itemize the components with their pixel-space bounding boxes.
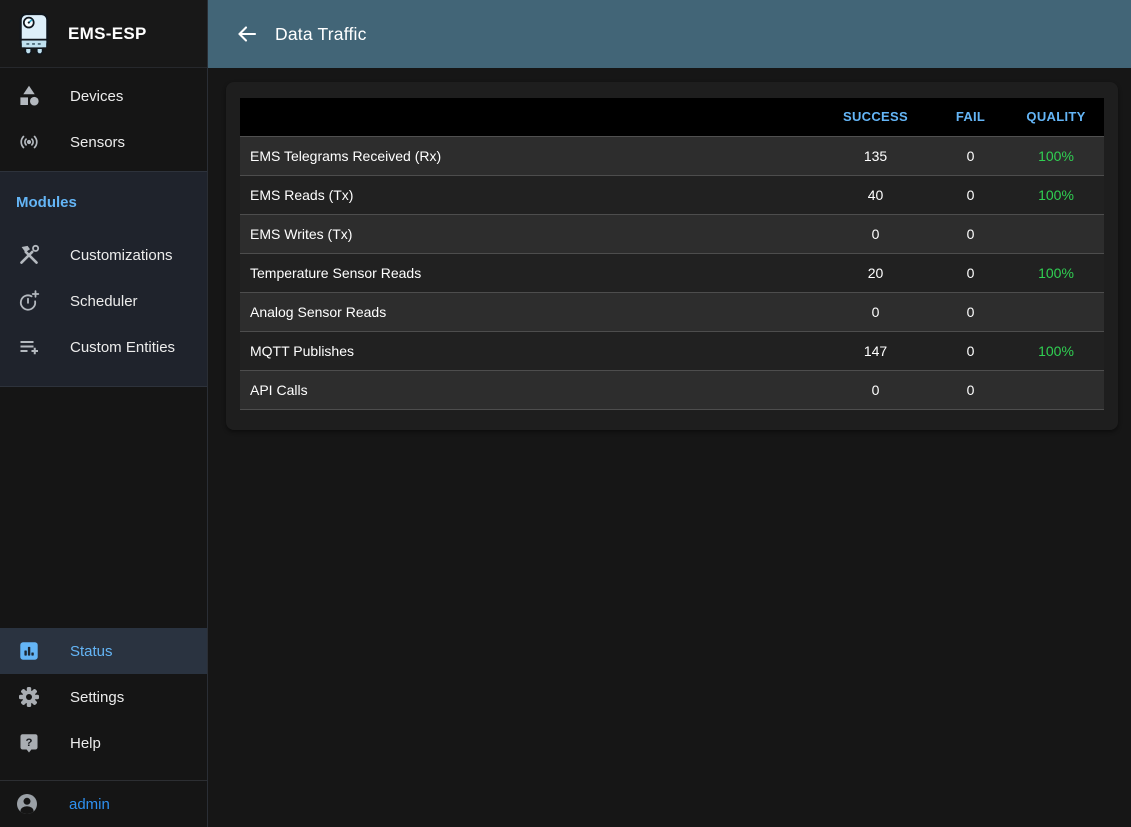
construction-icon bbox=[17, 243, 41, 267]
sidebar-item-label: Settings bbox=[70, 688, 125, 706]
column-header-success: SUCCESS bbox=[843, 109, 908, 125]
column-header-quality: QUALITY bbox=[1026, 109, 1086, 125]
sidebar-item-label: Help bbox=[70, 734, 101, 752]
quality-cell bbox=[1008, 370, 1104, 409]
sidebar-divider bbox=[0, 780, 207, 781]
metric-name-cell: EMS Writes (Tx) bbox=[250, 225, 353, 242]
quality-cell: 100% bbox=[1038, 186, 1074, 203]
metric-name-cell: API Calls bbox=[250, 381, 308, 398]
sidebar-item-admin[interactable]: admin bbox=[0, 781, 207, 827]
boiler-logo-icon bbox=[15, 11, 53, 57]
main-area: Data Traffic SUCCESS FAIL QUALITY bbox=[208, 0, 1131, 827]
quality-cell: 100% bbox=[1038, 342, 1074, 359]
data-traffic-card: SUCCESS FAIL QUALITY EMS Telegrams Recei… bbox=[226, 82, 1118, 430]
metric-name-cell: MQTT Publishes bbox=[250, 342, 354, 359]
fail-cell: 0 bbox=[966, 342, 975, 359]
metric-name-cell: Temperature Sensor Reads bbox=[250, 264, 422, 281]
success-cell: 40 bbox=[867, 186, 884, 203]
modules-section-header: Modules bbox=[16, 193, 77, 211]
page-title: Data Traffic bbox=[275, 23, 367, 44]
sidebar-item-label: Status bbox=[70, 642, 113, 660]
sidebar-item-sensors[interactable]: Sensors bbox=[0, 119, 207, 165]
success-cell: 20 bbox=[867, 264, 884, 281]
sidebar-item-help[interactable]: ? Help bbox=[0, 720, 207, 766]
sidebar-item-label: Customizations bbox=[70, 246, 173, 264]
table-row: Analog Sensor Reads 0 0 bbox=[240, 292, 1104, 331]
content-area: SUCCESS FAIL QUALITY EMS Telegrams Recei… bbox=[208, 68, 1131, 827]
sidebar-spacer bbox=[0, 387, 207, 628]
quality-cell bbox=[1008, 214, 1104, 253]
quality-cell: 100% bbox=[1038, 147, 1074, 164]
success-cell: 135 bbox=[863, 147, 888, 164]
quality-cell: 100% bbox=[1038, 264, 1074, 281]
sidebar-item-label: Sensors bbox=[70, 133, 126, 151]
sidebar-item-custom-entities[interactable]: Custom Entities bbox=[0, 324, 207, 370]
fail-cell: 0 bbox=[966, 264, 975, 281]
table-row: Temperature Sensor Reads 20 0 100% bbox=[240, 253, 1104, 292]
bar-chart-icon bbox=[17, 639, 41, 663]
quality-cell bbox=[1008, 292, 1104, 331]
sidebar-item-scheduler[interactable]: Scheduler bbox=[0, 278, 207, 324]
metric-name-cell: Analog Sensor Reads bbox=[250, 303, 387, 320]
sidebar-item-label: Custom Entities bbox=[70, 338, 176, 356]
sidebar-nav-bottom: Status bbox=[0, 628, 207, 827]
metric-name-cell: EMS Telegrams Received (Rx) bbox=[250, 147, 442, 164]
table-row: EMS Reads (Tx) 40 0 100% bbox=[240, 175, 1104, 214]
sidebar-nav-top: Devices Sensors bbox=[0, 68, 207, 165]
table-row: EMS Telegrams Received (Rx) 135 0 100% bbox=[240, 136, 1104, 175]
success-cell: 0 bbox=[871, 225, 880, 242]
fail-cell: 0 bbox=[966, 147, 975, 164]
success-cell: 0 bbox=[871, 381, 880, 398]
playlist-add-icon bbox=[17, 335, 41, 359]
app-logo-row: EMS-ESP bbox=[0, 0, 207, 68]
column-header-name bbox=[240, 98, 818, 136]
table-header-row: SUCCESS FAIL QUALITY bbox=[240, 98, 1104, 136]
category-icon bbox=[17, 84, 41, 108]
user-name: admin bbox=[69, 795, 110, 813]
table-row: EMS Writes (Tx) 0 0 bbox=[240, 214, 1104, 253]
sidebar-item-status[interactable]: Status bbox=[0, 628, 207, 674]
table-row: API Calls 0 0 bbox=[240, 370, 1104, 409]
metric-name-cell: EMS Reads (Tx) bbox=[250, 186, 354, 203]
sidebar-item-label: Scheduler bbox=[70, 292, 138, 310]
sidebar: EMS-ESP Devices bbox=[0, 0, 208, 827]
sidebar-item-devices[interactable]: Devices bbox=[0, 73, 207, 119]
account-circle-icon bbox=[15, 792, 39, 816]
fail-cell: 0 bbox=[966, 186, 975, 203]
sensors-icon bbox=[17, 130, 41, 154]
table-body: EMS Telegrams Received (Rx) 135 0 100% E… bbox=[240, 136, 1104, 409]
success-cell: 147 bbox=[863, 342, 888, 359]
table-row: MQTT Publishes 147 0 100% bbox=[240, 331, 1104, 370]
sidebar-item-customizations[interactable]: Customizations bbox=[0, 232, 207, 278]
fail-cell: 0 bbox=[966, 225, 975, 242]
svg-text:?: ? bbox=[26, 737, 33, 749]
fail-cell: 0 bbox=[966, 303, 975, 320]
gear-icon bbox=[17, 685, 41, 709]
app-title: EMS-ESP bbox=[68, 23, 147, 43]
back-button[interactable] bbox=[233, 20, 261, 48]
sidebar-item-label: Devices bbox=[70, 87, 124, 105]
help-bubble-icon: ? bbox=[17, 731, 41, 755]
sidebar-item-settings[interactable]: Settings bbox=[0, 674, 207, 720]
column-header-fail: FAIL bbox=[955, 109, 986, 125]
fail-cell: 0 bbox=[966, 381, 975, 398]
modules-section: Modules Customizations bbox=[0, 171, 207, 387]
clock-plus-icon bbox=[17, 289, 41, 313]
arrow-back-icon bbox=[238, 26, 257, 42]
appbar: Data Traffic bbox=[208, 0, 1131, 68]
data-traffic-table: SUCCESS FAIL QUALITY EMS Telegrams Recei… bbox=[240, 98, 1104, 410]
success-cell: 0 bbox=[871, 303, 880, 320]
